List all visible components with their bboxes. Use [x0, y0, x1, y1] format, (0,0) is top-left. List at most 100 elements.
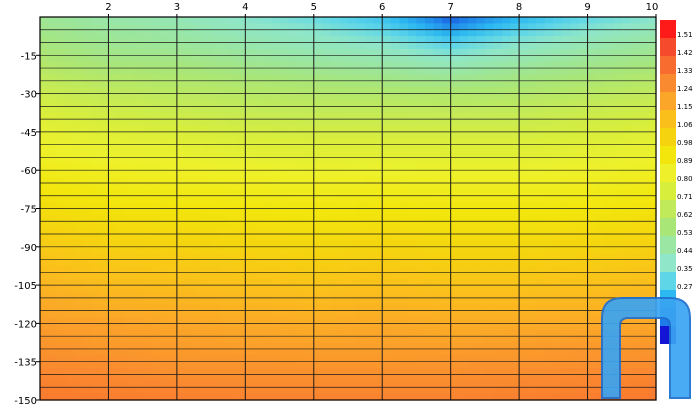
- heatmap-cell: [305, 23, 315, 31]
- heatmap-cell: [365, 278, 375, 286]
- heatmap-cell: [382, 348, 392, 356]
- heatmap-cell: [262, 112, 272, 120]
- heatmap-cell: [638, 23, 649, 31]
- heatmap-cell: [561, 285, 572, 293]
- heatmap-cell: [271, 170, 281, 178]
- heatmap-cell: [74, 68, 84, 76]
- heatmap-cell: [382, 380, 392, 388]
- heatmap-cell: [596, 272, 606, 280]
- heatmap-cell: [476, 304, 486, 312]
- heatmap-cell: [536, 265, 546, 273]
- heatmap-cell: [647, 278, 657, 286]
- heatmap-cell: [322, 68, 332, 76]
- heatmap-cell: [467, 246, 477, 254]
- heatmap-cell: [151, 93, 161, 101]
- heatmap-cell: [510, 48, 520, 56]
- heatmap-cell: [159, 259, 169, 267]
- heatmap-cell: [151, 29, 161, 37]
- heatmap-cell: [476, 259, 486, 267]
- heatmap-cell: [570, 189, 580, 197]
- heatmap-cell: [433, 387, 443, 395]
- heatmap-cell: [313, 61, 323, 69]
- heatmap-cell: [459, 259, 469, 267]
- heatmap-cell: [271, 131, 281, 139]
- heatmap-cell: [459, 310, 469, 318]
- heatmap-cell: [253, 336, 264, 344]
- heatmap-cell: [99, 291, 110, 299]
- heatmap-cell: [527, 368, 537, 376]
- heatmap-cell: [305, 265, 315, 273]
- heatmap-cell: [348, 355, 358, 363]
- heatmap-cell: [442, 119, 452, 127]
- heatmap-cell: [382, 55, 392, 63]
- heatmap-cell: [502, 310, 512, 318]
- heatmap-cell: [596, 310, 606, 318]
- heatmap-cell: [467, 131, 477, 139]
- heatmap-cell: [467, 189, 477, 197]
- heatmap-cell: [561, 234, 572, 242]
- heatmap-cell: [74, 80, 84, 88]
- heatmap-cell: [245, 291, 255, 299]
- heatmap-cell: [561, 272, 572, 280]
- heatmap-cell: [117, 304, 127, 312]
- heatmap-cell: [553, 125, 563, 133]
- heatmap-cell: [407, 368, 418, 376]
- heatmap-cell: [484, 195, 495, 203]
- heatmap-cell: [561, 278, 572, 286]
- heatmap-cell: [365, 374, 375, 382]
- heatmap-cell: [433, 23, 443, 31]
- heatmap-cell: [433, 68, 443, 76]
- heatmap-cell: [450, 374, 460, 382]
- heatmap-cell: [117, 380, 127, 388]
- heatmap-cell: [399, 297, 409, 305]
- heatmap-cell: [561, 214, 572, 222]
- heatmap-cell: [185, 87, 195, 95]
- heatmap-cell: [279, 355, 289, 363]
- heatmap-cell: [356, 99, 366, 107]
- heatmap-cell: [168, 68, 178, 76]
- heatmap-cell: [519, 310, 529, 318]
- heatmap-cell: [322, 227, 332, 235]
- heatmap-cell: [117, 42, 127, 50]
- heatmap-cell: [91, 112, 101, 120]
- heatmap-cell: [253, 368, 264, 376]
- heatmap-cell: [638, 195, 649, 203]
- heatmap-cell: [253, 189, 264, 197]
- heatmap-cell: [493, 227, 503, 235]
- heatmap-cell: [40, 195, 50, 203]
- heatmap-cell: [305, 125, 315, 133]
- heatmap-cell: [416, 272, 426, 280]
- heatmap-cell: [262, 99, 272, 107]
- heatmap-cell: [330, 221, 341, 229]
- heatmap-cell: [142, 125, 152, 133]
- heatmap-cell: [228, 336, 238, 344]
- heatmap-cell: [621, 74, 631, 82]
- heatmap-cell: [425, 246, 435, 254]
- heatmap-cell: [288, 355, 298, 363]
- heatmap-cell: [40, 106, 50, 114]
- heatmap-cell: [450, 348, 460, 356]
- heatmap-cell: [202, 112, 212, 120]
- colorbar-label: 0.62: [677, 211, 693, 219]
- heatmap-cell: [433, 189, 443, 197]
- heatmap-cell: [228, 87, 238, 95]
- heatmap-cell: [613, 259, 623, 267]
- heatmap-cell: [579, 138, 589, 146]
- heatmap-cell: [544, 227, 554, 235]
- heatmap-cell: [484, 317, 495, 324]
- heatmap-cell: [202, 87, 212, 95]
- heatmap-cell: [390, 329, 400, 337]
- heatmap-cell: [527, 106, 537, 114]
- heatmap-cell: [433, 55, 443, 63]
- heatmap-cell: [339, 112, 349, 120]
- heatmap-cell: [425, 80, 435, 88]
- heatmap-cell: [553, 74, 563, 82]
- heatmap-cell: [288, 99, 298, 107]
- heatmap-cell: [99, 131, 110, 139]
- heatmap-cell: [399, 329, 409, 337]
- heatmap-cell: [99, 68, 110, 76]
- heatmap-cell: [151, 208, 161, 216]
- heatmap-cell: [99, 61, 110, 69]
- heatmap-cell: [519, 157, 529, 165]
- heatmap-cell: [570, 68, 580, 76]
